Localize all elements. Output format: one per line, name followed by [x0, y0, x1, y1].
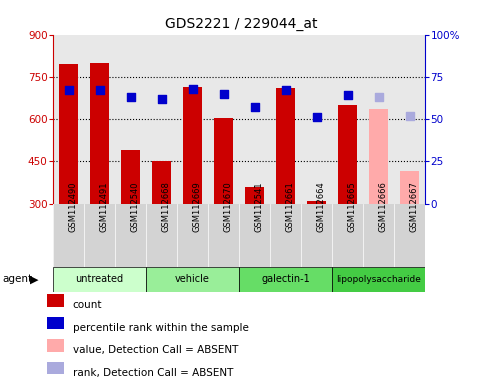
Bar	[245, 187, 264, 204]
Point	[313, 114, 320, 121]
Text: GSM112491: GSM112491	[99, 181, 109, 232]
Text: GSM112665: GSM112665	[348, 181, 356, 232]
Bar	[90, 63, 109, 204]
Point	[127, 94, 134, 100]
Point	[96, 87, 103, 93]
Text: GSM112661: GSM112661	[285, 181, 295, 232]
Text: GSM112668: GSM112668	[162, 181, 170, 232]
Point	[189, 86, 197, 92]
Bar	[121, 150, 140, 204]
Bar	[47, 339, 64, 352]
Text: GSM112664: GSM112664	[316, 181, 326, 232]
Text: GSM112667: GSM112667	[410, 181, 419, 232]
Bar	[400, 171, 419, 204]
Text: ▶: ▶	[30, 274, 39, 285]
Bar	[369, 109, 388, 204]
Bar	[53, 267, 146, 292]
Text: GSM112490: GSM112490	[69, 181, 78, 232]
Bar	[332, 267, 425, 292]
Text: value, Detection Call = ABSENT: value, Detection Call = ABSENT	[72, 345, 238, 355]
Text: GSM112541: GSM112541	[255, 181, 264, 232]
Point	[375, 94, 383, 100]
Text: GSM112670: GSM112670	[224, 181, 233, 232]
Bar	[338, 105, 357, 204]
Text: count: count	[72, 300, 102, 310]
Bar	[152, 161, 171, 204]
Bar	[214, 118, 233, 204]
Point	[282, 87, 289, 93]
Bar	[307, 201, 326, 204]
Bar	[184, 87, 202, 204]
Text: galectin-1: galectin-1	[261, 274, 310, 285]
Text: GSM112540: GSM112540	[130, 181, 140, 232]
Point	[251, 104, 258, 110]
Point	[220, 91, 227, 97]
Text: GDS2221 / 229044_at: GDS2221 / 229044_at	[165, 17, 318, 31]
Bar	[59, 64, 78, 204]
Bar	[47, 362, 64, 374]
Point	[65, 87, 72, 93]
Text: rank, Detection Call = ABSENT: rank, Detection Call = ABSENT	[72, 368, 233, 378]
Point	[158, 96, 166, 102]
Bar	[47, 294, 64, 306]
Point	[406, 113, 413, 119]
Text: untreated: untreated	[75, 274, 124, 285]
Bar	[276, 88, 295, 204]
Text: vehicle: vehicle	[175, 274, 210, 285]
Point	[344, 92, 352, 98]
Bar	[47, 317, 64, 329]
Bar	[239, 267, 332, 292]
Bar	[146, 267, 239, 292]
Text: GSM112666: GSM112666	[379, 181, 387, 232]
Text: lipopolysaccharide: lipopolysaccharide	[336, 275, 421, 284]
Text: agent: agent	[2, 274, 32, 285]
Text: GSM112669: GSM112669	[193, 181, 201, 232]
Text: percentile rank within the sample: percentile rank within the sample	[72, 323, 249, 333]
